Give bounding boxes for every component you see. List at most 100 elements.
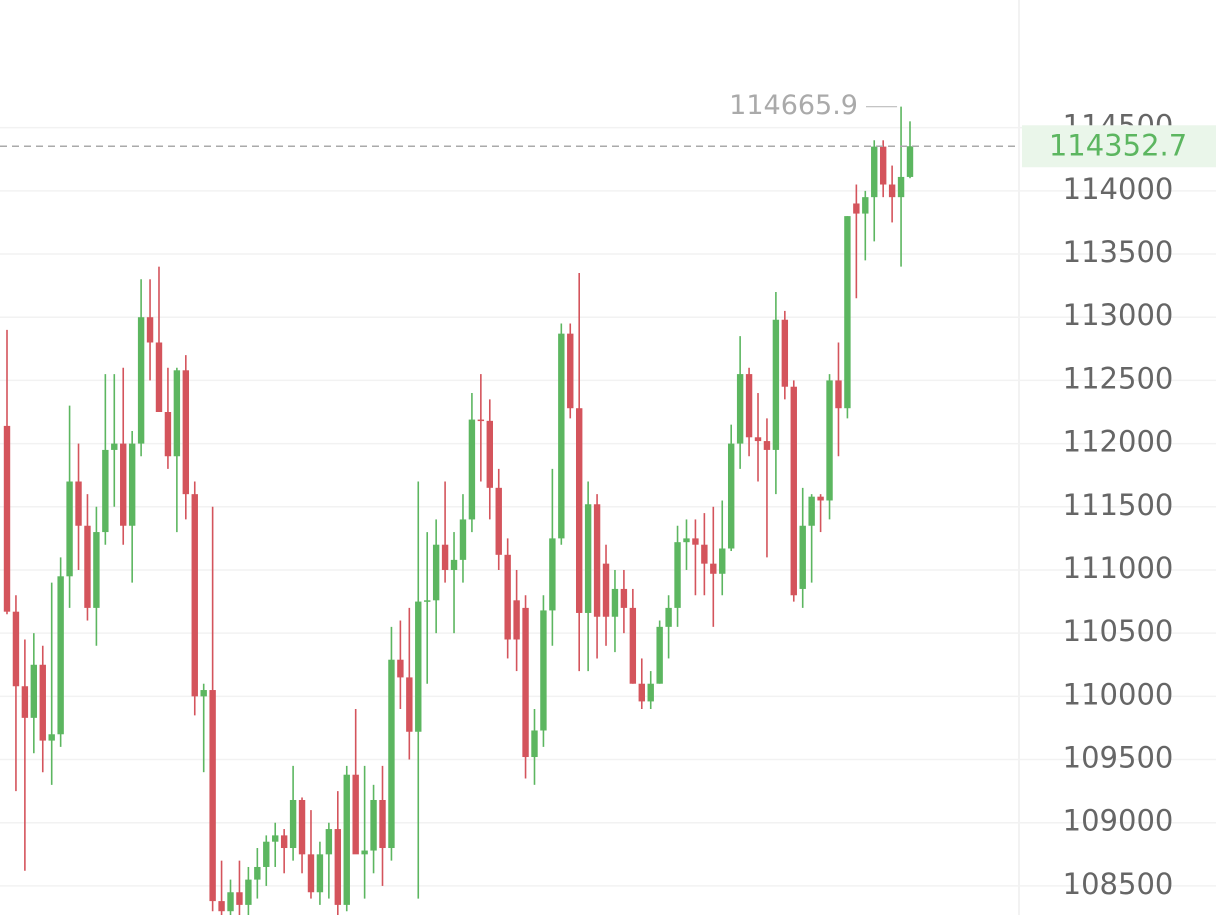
candle-body bbox=[593, 504, 601, 617]
candle-body bbox=[638, 683, 645, 702]
candle-body bbox=[236, 892, 243, 905]
candle-body bbox=[21, 686, 29, 718]
candle-body bbox=[432, 544, 440, 601]
y-tick-label: 110000 bbox=[1063, 677, 1174, 711]
candle-body bbox=[245, 879, 252, 905]
candle-body bbox=[173, 370, 181, 457]
candle-body bbox=[111, 443, 118, 450]
y-tick-label: 112500 bbox=[1063, 361, 1174, 395]
candle-body bbox=[370, 799, 377, 851]
candle-body bbox=[745, 374, 753, 438]
candle-body bbox=[48, 734, 55, 741]
candle-body bbox=[379, 799, 386, 849]
candle-body bbox=[227, 892, 234, 912]
y-tick-label: 111000 bbox=[1063, 551, 1174, 585]
candle-body bbox=[137, 317, 145, 444]
candle-body bbox=[504, 554, 511, 640]
candle-body bbox=[468, 419, 476, 520]
candle-body bbox=[584, 504, 592, 613]
candle-body bbox=[897, 176, 905, 198]
y-tick-label: 109000 bbox=[1063, 804, 1174, 838]
y-tick-label: 113000 bbox=[1063, 298, 1174, 332]
candle-body bbox=[522, 607, 529, 758]
candle-body bbox=[513, 600, 520, 640]
y-tick-label: 109500 bbox=[1063, 741, 1174, 775]
candle-body bbox=[254, 866, 261, 880]
candle-body bbox=[343, 774, 350, 905]
candle-body bbox=[325, 829, 333, 855]
candle-body bbox=[602, 563, 610, 617]
candle-body bbox=[862, 197, 869, 214]
candle-body bbox=[665, 607, 672, 627]
candle-body bbox=[334, 829, 342, 905]
candle-body bbox=[656, 626, 663, 684]
candle-body bbox=[307, 854, 315, 893]
candle-body bbox=[182, 370, 190, 495]
candle-body bbox=[790, 386, 797, 596]
candle-body bbox=[459, 519, 467, 560]
last-price-label: 114352.7 bbox=[1049, 128, 1187, 162]
candle-body bbox=[710, 563, 717, 574]
candle-body bbox=[3, 425, 11, 612]
candle-body bbox=[289, 799, 297, 849]
candle-body bbox=[298, 799, 306, 855]
candle-body bbox=[280, 835, 288, 849]
candle-body bbox=[397, 659, 404, 678]
candle-body bbox=[102, 449, 109, 533]
y-tick-label: 112000 bbox=[1063, 425, 1174, 459]
candle-body bbox=[155, 342, 163, 413]
candle-body bbox=[164, 412, 172, 457]
candle-body bbox=[450, 559, 458, 570]
candle-body bbox=[647, 683, 654, 702]
candle-body bbox=[128, 443, 136, 526]
candle-body bbox=[209, 690, 216, 902]
last-price-tag bbox=[1022, 125, 1216, 168]
candle-body bbox=[120, 443, 127, 526]
candle-body bbox=[57, 576, 64, 735]
candle-body bbox=[844, 216, 851, 409]
candle-body bbox=[66, 481, 73, 577]
candle-body bbox=[772, 319, 780, 450]
y-tick-label: 114000 bbox=[1063, 172, 1174, 206]
candle-body bbox=[781, 319, 789, 387]
candle-body bbox=[754, 437, 762, 442]
candle-body bbox=[39, 664, 46, 741]
candle-body bbox=[871, 146, 878, 198]
candle-body bbox=[477, 419, 485, 422]
candle-body bbox=[352, 774, 359, 855]
candle-body bbox=[272, 835, 279, 842]
candle-body bbox=[486, 420, 493, 488]
candle-body bbox=[30, 664, 38, 718]
candle-body bbox=[629, 607, 637, 684]
candle-body bbox=[826, 380, 833, 501]
max-label: 114665.9 bbox=[729, 90, 858, 121]
candle-body bbox=[888, 184, 896, 198]
candle-body bbox=[146, 317, 154, 343]
candle-body bbox=[361, 850, 368, 855]
candle-body bbox=[674, 542, 681, 608]
y-tick-label: 111500 bbox=[1063, 488, 1174, 522]
candle-body bbox=[218, 901, 225, 912]
candle-body bbox=[441, 544, 449, 570]
candle-body bbox=[567, 333, 574, 409]
candle-body bbox=[719, 548, 726, 574]
candle-body bbox=[835, 380, 842, 409]
candle-body bbox=[84, 525, 91, 608]
candle-body bbox=[93, 532, 100, 608]
candle-body bbox=[200, 690, 207, 697]
candle-body bbox=[191, 494, 198, 697]
candle-body bbox=[406, 677, 413, 732]
y-tick-label: 110500 bbox=[1063, 614, 1174, 648]
candle-body bbox=[736, 374, 744, 444]
candle-body bbox=[727, 443, 735, 549]
candle-body bbox=[799, 525, 806, 589]
candle-body bbox=[495, 487, 502, 555]
candle-body bbox=[692, 538, 699, 545]
y-tick-label: 113500 bbox=[1063, 235, 1174, 269]
candle-body bbox=[575, 408, 583, 613]
candle-body bbox=[540, 610, 547, 731]
y-tick-label: 108500 bbox=[1063, 867, 1174, 901]
